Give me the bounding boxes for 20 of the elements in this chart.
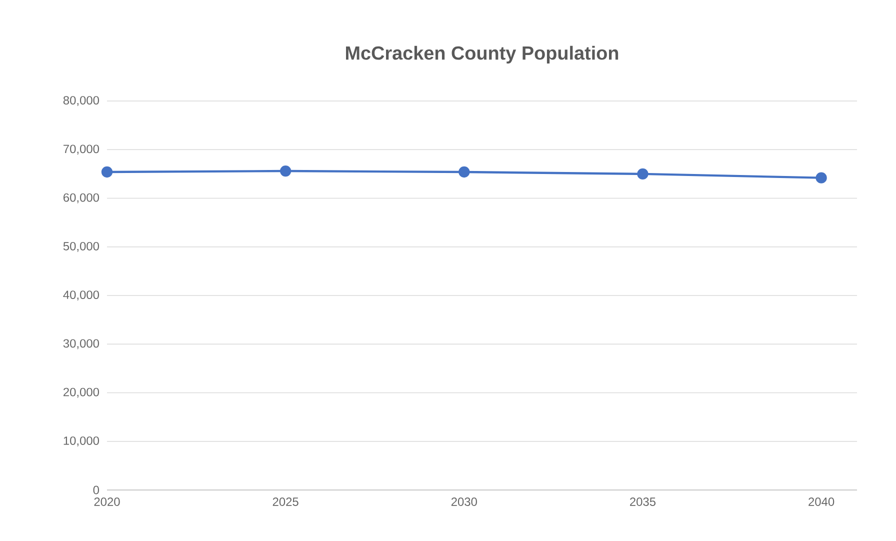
y-tick-label: 0 xyxy=(93,486,100,494)
y-tick-label: 50,000 xyxy=(63,242,100,252)
x-tick-label: 2025 xyxy=(272,498,298,506)
x-tick-label: 2030 xyxy=(451,498,477,506)
point xyxy=(280,165,292,177)
point xyxy=(637,168,648,180)
point xyxy=(101,166,113,178)
y-tick-label: 20,000 xyxy=(64,388,100,398)
y-tick-label: 70,000 xyxy=(64,144,100,155)
y-tick-label: 10,000 xyxy=(64,436,100,446)
x-tick-label: 2020 xyxy=(94,498,120,506)
x-tick-label: 2040 xyxy=(808,498,834,506)
point xyxy=(458,166,470,178)
point xyxy=(816,172,827,184)
y-tick-label: 60,000 xyxy=(64,193,100,204)
y-tick-label: 80,000 xyxy=(63,96,100,106)
y-tick-label: 30,000 xyxy=(63,339,100,350)
y-tick-label: 40,000 xyxy=(63,290,100,300)
chart-title: McCracken County Population xyxy=(346,46,618,64)
x-tick-label: 2035 xyxy=(630,498,656,506)
